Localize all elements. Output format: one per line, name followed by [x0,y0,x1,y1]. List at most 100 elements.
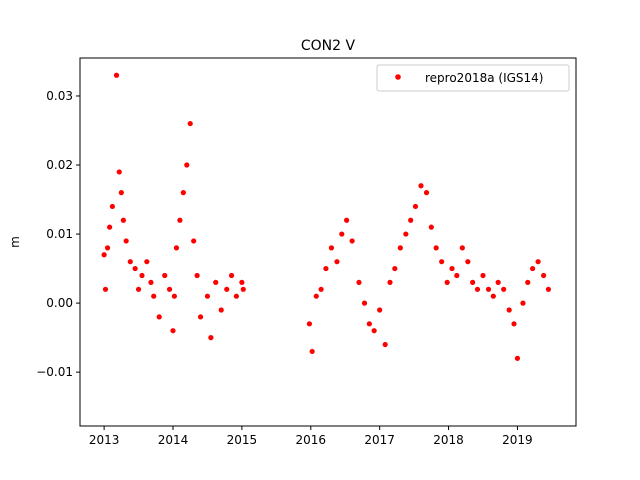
data-point [162,272,168,279]
data-point [349,238,355,244]
y-tick-label: 0.03 [46,89,73,103]
data-point [184,162,190,168]
x-tick-label: 2018 [433,433,464,447]
data-point [187,120,193,127]
chart-title: CON2 V [301,38,356,54]
y-tick-label: −0.01 [36,365,73,379]
data-point [377,307,383,313]
data-point [213,279,219,285]
data-point [313,293,319,299]
data-point [194,272,200,279]
data-point [545,286,552,292]
data-point [449,265,455,272]
data-point [459,245,465,251]
data-point [418,183,424,189]
data-point [392,265,398,272]
data-point [495,279,501,285]
data-point [204,293,211,299]
y-tick-label: 0.00 [46,296,73,310]
data-point [148,279,154,285]
data-point [139,272,145,279]
data-point [514,355,521,361]
data-point [501,286,507,292]
x-tick-label: 2017 [364,433,395,447]
data-point [403,231,409,237]
data-point [334,259,340,265]
y-axis-label: m [8,236,22,248]
data-point [109,203,115,210]
data-point [135,286,142,292]
data-point [474,286,481,292]
y-axis-ticks: −0.01 0.00 0.01 0.02 0.03 [36,89,80,379]
legend-marker [395,74,401,80]
data-point [511,321,517,327]
data-point [439,259,445,265]
data-point [120,217,126,223]
data-point [228,272,235,279]
data-point [309,348,315,355]
data-point [525,279,531,285]
data-point [480,272,486,279]
data-point [208,335,214,341]
data-point [144,259,150,265]
data-point [102,286,109,292]
data-point [433,245,439,251]
data-point [339,231,345,237]
data-point [470,279,476,285]
data-point [328,245,335,251]
data-point [180,190,186,196]
y-tick-label: 0.02 [46,158,73,172]
legend-frame [376,64,570,92]
data-point [465,259,471,265]
data-point [132,265,138,272]
data-point [151,293,157,299]
data-point [173,245,180,251]
legend-label: repro2018a (IGS14) [425,71,543,85]
x-tick-label: 2019 [502,433,533,447]
data-point [218,307,224,313]
data-point [423,190,430,196]
data-point [408,217,414,223]
data-point [366,321,372,327]
data-markers [101,72,552,361]
data-point [490,293,496,299]
data-point [387,279,393,285]
y-tick-label: 0.01 [46,227,73,241]
data-point [171,293,177,299]
data-point [156,314,162,320]
data-point [197,314,204,320]
data-point [239,279,245,285]
data-point [104,245,111,251]
data-point [233,293,239,299]
data-point [382,341,388,348]
data-point [177,217,183,223]
data-point [123,238,129,244]
data-point [306,321,312,327]
data-point [127,259,133,265]
data-point [118,190,124,196]
x-axis-ticks: 2013 2014 2015 2016 2017 2018 2019 [89,426,533,447]
data-point [318,286,324,292]
data-point [428,224,434,230]
data-point [116,169,122,175]
data-point [361,300,368,306]
data-point [166,286,173,292]
axes-frame [79,57,577,427]
data-point [191,238,197,244]
data-point [170,328,176,334]
data-point [397,245,403,251]
data-point [454,272,460,279]
data-point [240,286,246,292]
data-point [520,300,526,306]
data-point [541,272,547,279]
data-point [344,217,350,223]
data-point [107,224,113,230]
data-point [371,328,377,334]
x-tick-label: 2016 [296,433,327,447]
data-point [101,252,107,258]
data-point [444,279,450,285]
data-point [506,307,512,313]
data-point [535,259,541,265]
legend: repro2018a (IGS14) [376,64,570,92]
